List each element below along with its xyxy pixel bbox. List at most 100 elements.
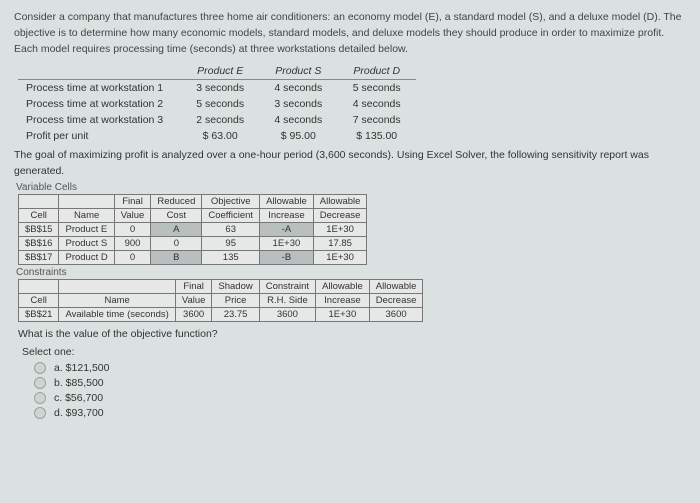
cell: 23.75 — [212, 307, 259, 321]
cell: 1E+30 — [313, 250, 367, 264]
cell: Product E — [59, 222, 114, 236]
mid-text: The goal of maximizing profit is analyze… — [14, 148, 686, 180]
h: Reduced — [151, 194, 202, 208]
cell: 3 seconds — [259, 96, 337, 112]
cell: $B$15 — [19, 222, 59, 236]
cell: 63 — [202, 222, 260, 236]
cell: 4 seconds — [337, 96, 416, 112]
workstation-table: Product E Product S Product D Process ti… — [18, 63, 416, 144]
h: Coefficient — [202, 208, 260, 222]
col-header: Product E — [181, 63, 259, 80]
h: Cell — [19, 293, 59, 307]
cell: 4 seconds — [259, 112, 337, 128]
cell: 5 seconds — [337, 80, 416, 97]
cell: 4 seconds — [259, 80, 337, 97]
variable-cells-table: Final Reduced Objective Allowable Allowa… — [18, 194, 367, 265]
cell: 3 seconds — [181, 80, 259, 97]
h: Name — [59, 293, 175, 307]
cell: B — [151, 250, 202, 264]
radio-icon[interactable] — [34, 377, 46, 389]
cell: Available time (seconds) — [59, 307, 175, 321]
cell: 1E+30 — [313, 222, 367, 236]
row-label: Process time at workstation 1 — [18, 80, 181, 97]
cell: $B$21 — [19, 307, 59, 321]
option-label: c. $56,700 — [54, 392, 103, 404]
cell: 7 seconds — [337, 112, 416, 128]
h: Decrease — [313, 208, 367, 222]
table-row: $B$15 Product E 0 A 63 -A 1E+30 — [19, 222, 367, 236]
radio-icon[interactable] — [34, 392, 46, 404]
h: Allowable — [313, 194, 367, 208]
h: Price — [212, 293, 259, 307]
table-row: $B$17 Product D 0 B 135 -B 1E+30 — [19, 250, 367, 264]
cell: 95 — [202, 236, 260, 250]
radio-icon[interactable] — [34, 362, 46, 374]
row-label: Process time at workstation 2 — [18, 96, 181, 112]
variable-cells-label: Variable Cells — [16, 182, 686, 193]
h: Value — [175, 293, 212, 307]
option-label: d. $93,700 — [54, 407, 104, 419]
h: Objective — [202, 194, 260, 208]
h: Name — [59, 208, 114, 222]
cell: 2 seconds — [181, 112, 259, 128]
cell: 17.85 — [313, 236, 367, 250]
cell: $ 95.00 — [259, 128, 337, 144]
table-row: $B$16 Product S 900 0 95 1E+30 17.85 — [19, 236, 367, 250]
cell: 3600 — [259, 307, 315, 321]
constraints-label: Constraints — [16, 267, 686, 278]
row-label: Process time at workstation 3 — [18, 112, 181, 128]
h: Allowable — [260, 194, 314, 208]
select-one-label: Select one: — [22, 346, 686, 358]
cell: $ 135.00 — [337, 128, 416, 144]
h — [19, 279, 59, 293]
option-d[interactable]: d. $93,700 — [34, 407, 686, 419]
col-header: Product S — [259, 63, 337, 80]
option-c[interactable]: c. $56,700 — [34, 392, 686, 404]
cell: 3600 — [175, 307, 212, 321]
h: Cost — [151, 208, 202, 222]
cell: -A — [260, 222, 314, 236]
cell: $ 63.00 — [181, 128, 259, 144]
cell: 0 — [114, 222, 151, 236]
h: Increase — [260, 208, 314, 222]
cell: 1E+30 — [260, 236, 314, 250]
cell: $B$16 — [19, 236, 59, 250]
h: Final — [114, 194, 151, 208]
cell: 900 — [114, 236, 151, 250]
cell: -B — [260, 250, 314, 264]
cell: 0 — [114, 250, 151, 264]
cell: 1E+30 — [316, 307, 370, 321]
h: Shadow — [212, 279, 259, 293]
h: Allowable — [369, 279, 423, 293]
h — [19, 194, 59, 208]
h: Decrease — [369, 293, 423, 307]
h — [59, 194, 114, 208]
h: Constraint — [259, 279, 315, 293]
h: Final — [175, 279, 212, 293]
option-label: b. $85,500 — [54, 377, 104, 389]
h: Value — [114, 208, 151, 222]
row-label: Profit per unit — [18, 128, 181, 144]
option-label: a. $121,500 — [54, 362, 109, 374]
table-row: $B$21 Available time (seconds) 3600 23.7… — [19, 307, 423, 321]
h: R.H. Side — [259, 293, 315, 307]
option-b[interactable]: b. $85,500 — [34, 377, 686, 389]
h: Increase — [316, 293, 370, 307]
col-header: Product D — [337, 63, 416, 80]
constraints-table: Final Shadow Constraint Allowable Allowa… — [18, 279, 423, 322]
h: Allowable — [316, 279, 370, 293]
question-text: What is the value of the objective funct… — [18, 328, 686, 340]
radio-icon[interactable] — [34, 407, 46, 419]
cell: 5 seconds — [181, 96, 259, 112]
cell: $B$17 — [19, 250, 59, 264]
cell: 0 — [151, 236, 202, 250]
cell: 135 — [202, 250, 260, 264]
cell: Product S — [59, 236, 114, 250]
cell: Product D — [59, 250, 114, 264]
h: Cell — [19, 208, 59, 222]
option-a[interactable]: a. $121,500 — [34, 362, 686, 374]
cell: 3600 — [369, 307, 423, 321]
h — [59, 279, 175, 293]
problem-intro: Consider a company that manufactures thr… — [14, 10, 686, 57]
cell: A — [151, 222, 202, 236]
